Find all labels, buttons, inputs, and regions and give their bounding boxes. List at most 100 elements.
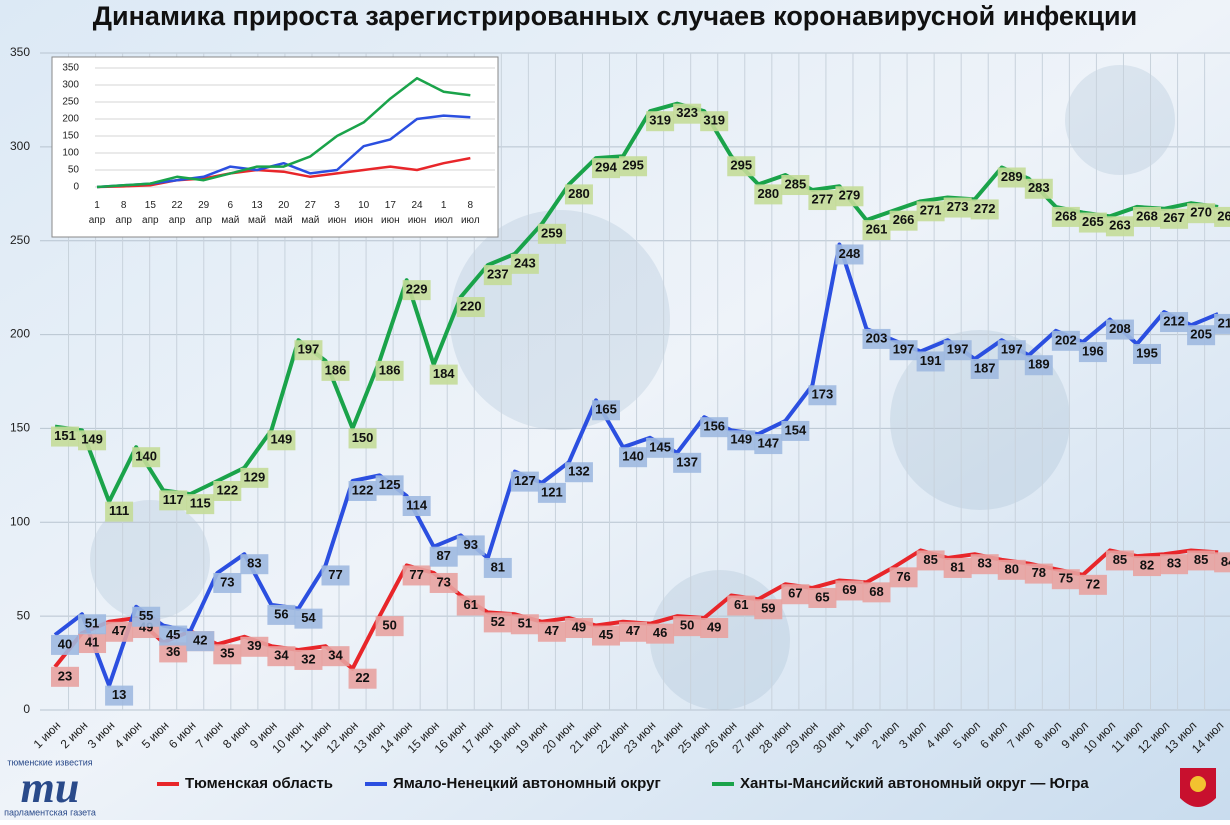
data-label: 195 xyxy=(1136,345,1158,360)
label-box xyxy=(673,103,702,124)
logo-top: тюменские известия xyxy=(7,757,92,767)
data-label: 263 xyxy=(1109,218,1131,233)
y-tick-label: 100 xyxy=(10,514,30,528)
data-label: 277 xyxy=(812,191,834,206)
label-box xyxy=(889,567,918,588)
data-label: 42 xyxy=(193,633,207,648)
label-box xyxy=(348,668,377,689)
data-label: 268 xyxy=(1217,208,1230,223)
data-label: 203 xyxy=(866,330,888,345)
data-label: 149 xyxy=(730,432,752,447)
data-label: 140 xyxy=(135,449,157,464)
data-label: 32 xyxy=(301,651,315,666)
data-label: 93 xyxy=(464,537,478,552)
label-box xyxy=(132,447,161,468)
data-label: 289 xyxy=(1001,169,1023,184)
label-box xyxy=(51,634,79,655)
label-box xyxy=(1024,178,1053,199)
data-label: 267 xyxy=(1163,210,1185,225)
data-label: 265 xyxy=(1082,214,1104,229)
label-box xyxy=(808,385,837,406)
label-box xyxy=(402,280,431,301)
label-box xyxy=(700,111,729,132)
label-box xyxy=(970,554,999,575)
label-box xyxy=(700,417,729,438)
data-label: 52 xyxy=(491,614,505,629)
data-label: 237 xyxy=(487,267,509,282)
data-label: 56 xyxy=(274,606,288,621)
y-tick-label: 350 xyxy=(62,63,79,74)
x-tick-label: 3 июн xyxy=(328,200,347,226)
label-box xyxy=(592,400,620,421)
data-label: 151 xyxy=(54,428,76,443)
data-label: 115 xyxy=(190,496,211,511)
label-box xyxy=(213,572,242,593)
data-label: 283 xyxy=(1028,180,1050,195)
data-label: 114 xyxy=(406,497,428,512)
data-label: 270 xyxy=(1190,205,1212,220)
data-label: 149 xyxy=(81,432,103,447)
label-box xyxy=(997,340,1026,361)
label-box xyxy=(1078,212,1107,233)
x-tick-label: 29 апр xyxy=(195,200,212,226)
data-label: 243 xyxy=(514,255,536,270)
data-label: 208 xyxy=(1109,321,1131,336)
label-box xyxy=(510,253,539,274)
label-box xyxy=(132,606,161,627)
data-label: 85 xyxy=(1194,552,1208,567)
x-tick-label: 17 июн xyxy=(381,200,400,226)
x-tick-label: 10 июн xyxy=(354,200,373,226)
data-label: 186 xyxy=(325,362,347,377)
label-box xyxy=(646,437,675,458)
label-box xyxy=(1133,343,1161,364)
data-label: 189 xyxy=(1028,357,1050,372)
data-label: 145 xyxy=(649,439,671,454)
label-box xyxy=(186,494,215,515)
label-box xyxy=(564,462,593,483)
label-box xyxy=(429,546,458,567)
data-label: 294 xyxy=(595,160,617,175)
data-label: 22 xyxy=(355,670,369,685)
data-label: 34 xyxy=(274,648,289,663)
data-label: 36 xyxy=(166,644,180,659)
chart-title: Динамика прироста зарегистрированных слу… xyxy=(93,1,1137,31)
logo-bottom: парламентская газета xyxy=(4,807,96,817)
data-label: 211 xyxy=(1218,315,1230,330)
label-box xyxy=(781,175,810,196)
label-box xyxy=(1214,313,1230,334)
label-box xyxy=(267,430,296,451)
label-box xyxy=(889,210,918,231)
label-box xyxy=(1133,206,1161,227)
label-box xyxy=(564,618,593,639)
label-box xyxy=(1160,554,1189,575)
data-label: 197 xyxy=(1001,342,1023,357)
x-tick-label: 1 июл xyxy=(434,200,453,226)
y-tick-label: 100 xyxy=(62,148,79,159)
legend-label: Тюменская область xyxy=(185,775,333,792)
data-label: 279 xyxy=(839,188,861,203)
label-box xyxy=(375,616,404,637)
label-box xyxy=(619,156,648,177)
label-box xyxy=(1160,208,1189,229)
label-box xyxy=(700,618,729,639)
x-tick-label: 15 апр xyxy=(142,200,159,226)
label-box xyxy=(781,420,810,441)
data-label: 295 xyxy=(622,158,644,173)
inset-frame xyxy=(51,56,499,238)
label-box xyxy=(267,646,296,667)
x-tick-label: 24 июн xyxy=(408,200,427,226)
data-label: 51 xyxy=(85,616,99,631)
data-label: 259 xyxy=(541,225,563,240)
data-label: 147 xyxy=(757,435,779,450)
label-box xyxy=(213,480,242,501)
label-box xyxy=(862,582,891,603)
label-box xyxy=(510,614,539,635)
logo: тюменские известия ти парламентская газе… xyxy=(4,757,96,817)
legend-label: Ханты-Мансийский автономный округ — Югра xyxy=(740,775,1089,792)
label-box xyxy=(564,184,593,205)
label-box xyxy=(754,434,783,455)
data-label: 54 xyxy=(301,610,316,625)
label-box xyxy=(592,625,620,646)
data-label: 117 xyxy=(163,492,184,507)
data-label: 84 xyxy=(1221,554,1230,569)
